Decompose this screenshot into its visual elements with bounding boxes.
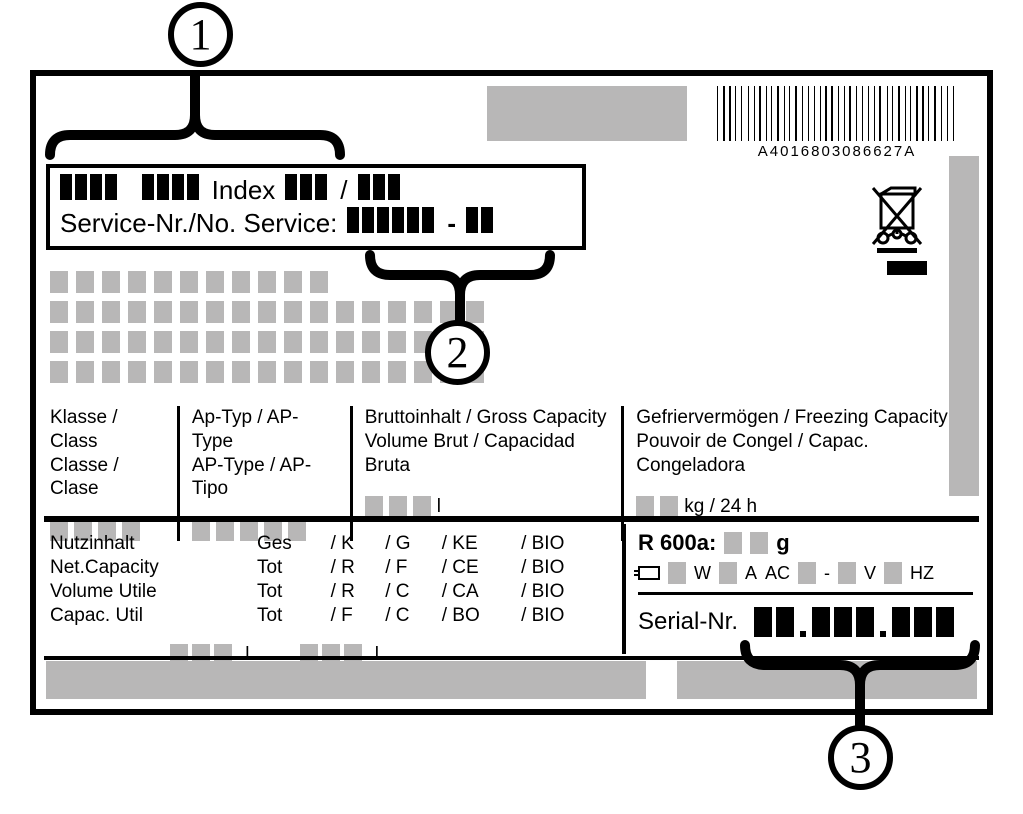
service-label: Service-Nr./No. Service: bbox=[60, 208, 337, 239]
ac-label: AC bbox=[765, 563, 790, 584]
index-label: Index bbox=[212, 175, 276, 206]
dash-label: - bbox=[824, 563, 830, 584]
service-blocks-2 bbox=[466, 207, 496, 240]
refrigerant-row: R 600a: g bbox=[638, 530, 973, 556]
w-label: W bbox=[694, 563, 711, 584]
plug-icon bbox=[638, 566, 660, 580]
callout-3: 3 bbox=[828, 725, 893, 790]
brace-1 bbox=[40, 65, 350, 165]
callout-2-num: 2 bbox=[447, 327, 469, 378]
hz-label: HZ bbox=[910, 563, 934, 584]
vertical-divider bbox=[622, 524, 626, 654]
callout-2: 2 bbox=[425, 320, 490, 385]
index-blocks bbox=[285, 174, 330, 207]
rating-plate: A4016803086627A Index / bbox=[30, 70, 993, 715]
v-label: V bbox=[864, 563, 876, 584]
refrigerant-label: R 600a: bbox=[638, 530, 716, 556]
callout-1-num: 1 bbox=[190, 9, 212, 60]
service-blocks bbox=[347, 207, 437, 240]
electrical-block: R 600a: g W A AC - V HZ Serial-Nr. bbox=[638, 530, 973, 637]
serial-label: Serial-Nr. bbox=[638, 608, 738, 636]
serial-row: Serial-Nr. bbox=[638, 592, 973, 637]
barcode-text: A4016803086627A bbox=[717, 143, 957, 160]
grey-block-top bbox=[487, 86, 687, 141]
grey-bottom-left bbox=[46, 661, 646, 699]
index-slash: / bbox=[340, 175, 347, 206]
serial-blocks bbox=[754, 607, 954, 637]
brace-3 bbox=[735, 635, 985, 735]
weee-icon bbox=[867, 186, 927, 256]
callout-1: 1 bbox=[168, 2, 233, 67]
barcode: A4016803086627A bbox=[717, 86, 957, 160]
service-row: Service-Nr./No. Service: - bbox=[60, 207, 572, 240]
refrigerant-unit: g bbox=[776, 530, 789, 556]
index-row: Index / bbox=[60, 174, 572, 207]
index-service-box: Index / Service-Nr./No. Service: - bbox=[46, 164, 586, 250]
model-blocks bbox=[60, 174, 202, 207]
index-blocks-2 bbox=[358, 174, 403, 207]
black-chip bbox=[887, 261, 927, 275]
divider-thick bbox=[44, 516, 979, 522]
callout-3-num: 3 bbox=[850, 732, 872, 783]
net-capacity-table: NutzinhaltGes/ K/ G/ KE/ BIONet.Capacity… bbox=[50, 532, 610, 666]
electrical-row: W A AC - V HZ bbox=[638, 562, 973, 584]
service-dash: - bbox=[447, 208, 456, 239]
a-label: A bbox=[745, 563, 757, 584]
